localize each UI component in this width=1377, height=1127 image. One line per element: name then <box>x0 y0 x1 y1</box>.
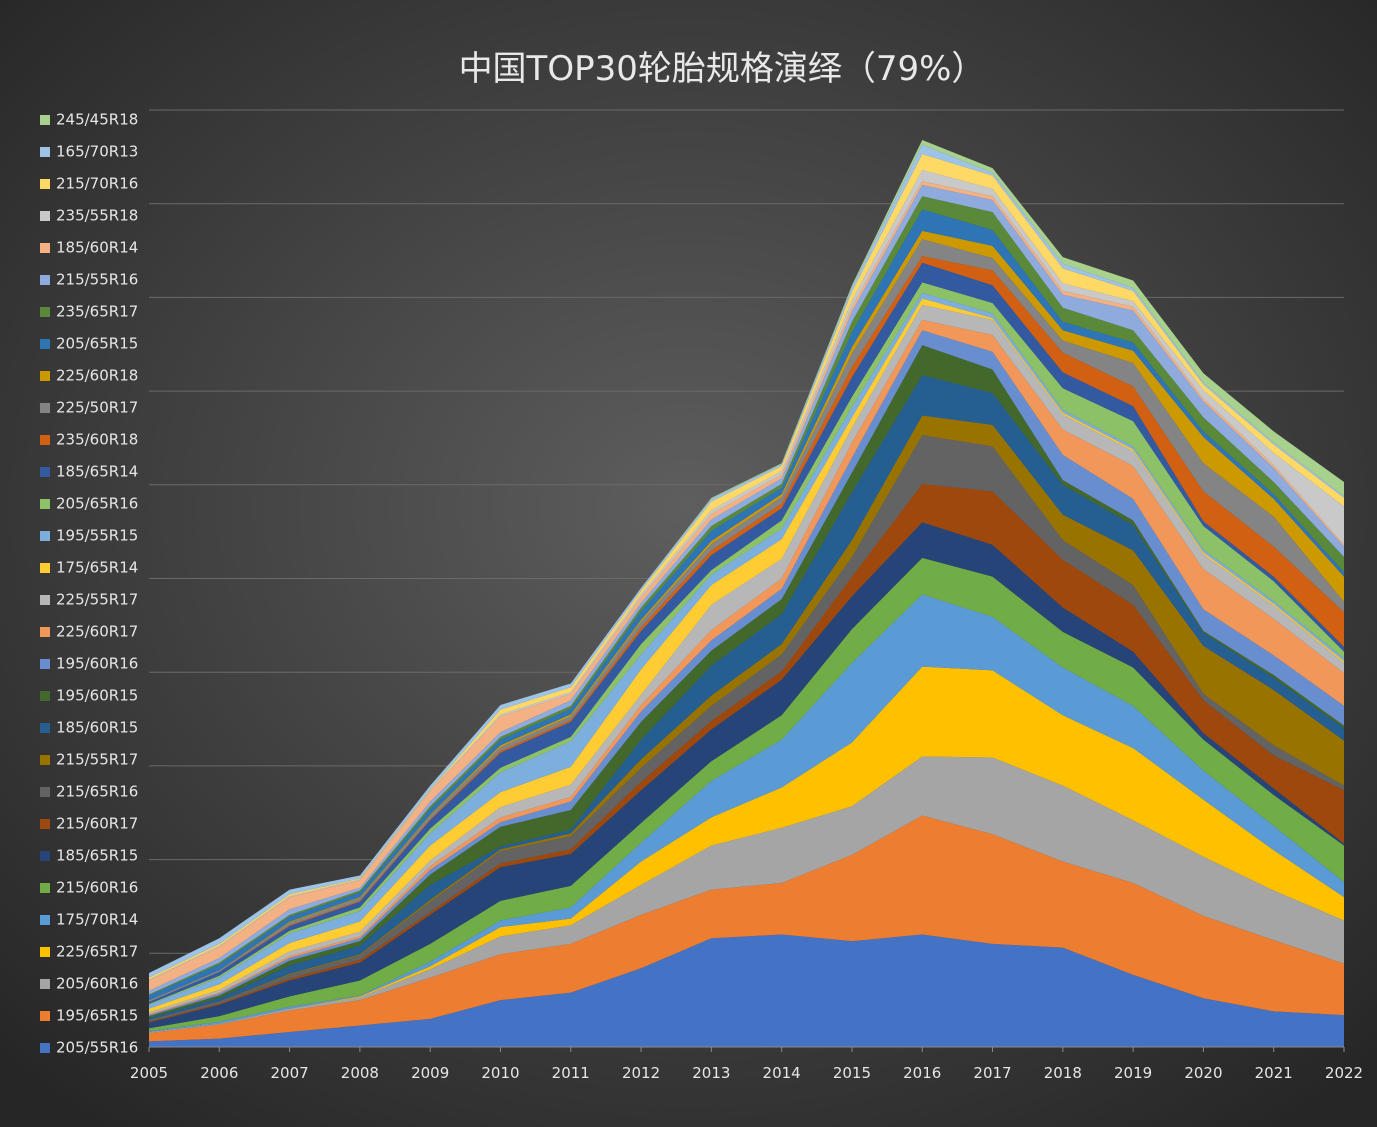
legend-label: 235/60R18 <box>56 431 138 449</box>
area <box>149 594 1344 1033</box>
x-tick-label: 2022 <box>1325 1064 1363 1082</box>
areas <box>149 139 1344 1047</box>
x-tick-label: 2020 <box>1184 1064 1222 1082</box>
legend-swatch <box>40 147 50 157</box>
x-tick-label: 2016 <box>903 1064 941 1082</box>
x-tick-label: 2018 <box>1044 1064 1082 1082</box>
legend-swatch <box>40 467 50 477</box>
legend-swatch <box>40 1011 50 1021</box>
legend-swatch <box>40 755 50 765</box>
legend-label: 215/70R16 <box>56 175 138 193</box>
legend-label: 195/60R16 <box>56 655 138 673</box>
legend-label: 195/60R15 <box>56 687 138 705</box>
legend-swatch <box>40 403 50 413</box>
legend-label: 205/65R15 <box>56 335 138 353</box>
legend-swatch <box>40 371 50 381</box>
legend-swatch <box>40 339 50 349</box>
legend-label: 215/55R17 <box>56 751 138 769</box>
legend-swatch <box>40 595 50 605</box>
x-tick-label: 2008 <box>341 1064 379 1082</box>
legend-swatch <box>40 883 50 893</box>
legend-swatch <box>40 691 50 701</box>
legend-swatch <box>40 243 50 253</box>
legend-label: 215/60R16 <box>56 879 138 897</box>
x-tick-label: 2014 <box>763 1064 801 1082</box>
area <box>149 292 1344 1009</box>
area <box>149 934 1344 1047</box>
legend-swatch <box>40 1043 50 1053</box>
x-tick-label: 2011 <box>552 1064 590 1082</box>
legend-label: 235/65R17 <box>56 303 138 321</box>
legend-label: 185/65R15 <box>56 847 138 865</box>
legend-label: 195/65R15 <box>56 1007 138 1025</box>
area <box>149 298 1344 1013</box>
legend-label: 205/60R16 <box>56 975 138 993</box>
legend-swatch <box>40 563 50 573</box>
legend-swatch <box>40 531 50 541</box>
legend-label: 225/60R17 <box>56 623 138 641</box>
legend-swatch <box>40 627 50 637</box>
x-tick-label: 2019 <box>1114 1064 1152 1082</box>
legend-swatch <box>40 915 50 925</box>
x-tick-label: 2006 <box>200 1064 238 1082</box>
legend-label: 215/55R16 <box>56 271 138 289</box>
legend-swatch <box>40 723 50 733</box>
legend-label: 215/65R16 <box>56 783 138 801</box>
x-tick-label: 2021 <box>1255 1064 1293 1082</box>
x-tick-label: 2005 <box>130 1064 168 1082</box>
legend-swatch <box>40 275 50 285</box>
legend-swatch <box>40 435 50 445</box>
legend-label: 175/70R14 <box>56 911 138 929</box>
legend-swatch <box>40 947 50 957</box>
legend-label: 195/55R15 <box>56 527 138 545</box>
x-tick-label: 2017 <box>973 1064 1011 1082</box>
legend-label: 165/70R13 <box>56 143 138 161</box>
x-tick-label: 2013 <box>692 1064 730 1082</box>
legend-label: 205/65R16 <box>56 495 138 513</box>
legend-label: 245/45R18 <box>56 111 138 129</box>
legend-swatch <box>40 787 50 797</box>
x-tick-label: 2010 <box>481 1064 519 1082</box>
legend-swatch <box>40 819 50 829</box>
legend-swatch <box>40 499 50 509</box>
area <box>149 815 1344 1042</box>
legend-swatch <box>40 307 50 317</box>
legend-label: 225/55R17 <box>56 591 138 609</box>
area <box>149 666 1344 1033</box>
legend-label: 185/60R15 <box>56 719 138 737</box>
legend-label: 215/60R17 <box>56 815 138 833</box>
legend-swatch <box>40 179 50 189</box>
legend: 205/55R16 195/65R15 205/60R16 225/65R17 175/… <box>40 111 138 1057</box>
legend-label: 225/60R18 <box>56 367 138 385</box>
legend-swatch <box>40 851 50 861</box>
legend-label: 235/55R18 <box>56 207 138 225</box>
legend-label: 175/65R14 <box>56 559 138 577</box>
legend-label: 185/65R14 <box>56 463 138 481</box>
area <box>149 756 1344 1033</box>
legend-swatch <box>40 979 50 989</box>
legend-label: 225/50R17 <box>56 399 138 417</box>
x-tick-label: 2009 <box>411 1064 449 1082</box>
x-axis: 2005 2006 2007 2008 2009 2010 2011 2012 2013 2014… <box>130 1046 1363 1082</box>
area <box>149 144 1344 978</box>
legend-label: 225/65R17 <box>56 943 138 961</box>
legend-swatch <box>40 115 50 125</box>
chart-title: 中国TOP30轮胎规格演绎（79%） <box>459 49 986 89</box>
x-tick-label: 2012 <box>622 1064 660 1082</box>
legend-swatch <box>40 659 50 669</box>
x-tick-label: 2015 <box>833 1064 871 1082</box>
x-tick-label: 2007 <box>270 1064 308 1082</box>
legend-label: 205/55R16 <box>56 1039 138 1057</box>
legend-swatch <box>40 211 50 221</box>
legend-label: 185/60R14 <box>56 239 138 257</box>
